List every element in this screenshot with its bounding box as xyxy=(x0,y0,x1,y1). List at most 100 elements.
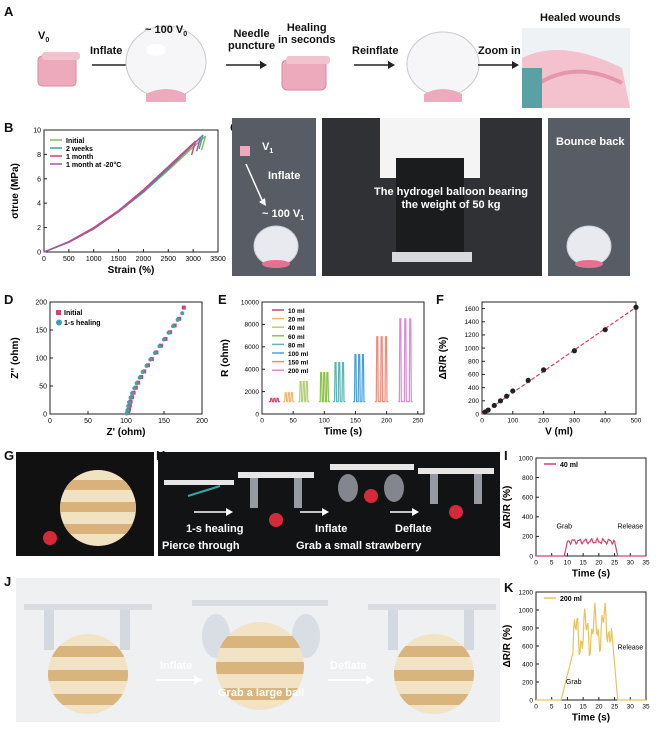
x-tick-label: 25 xyxy=(611,704,619,711)
legend-entry: 40 ml xyxy=(560,462,578,469)
y-tick-label: 2 xyxy=(37,225,41,232)
x-tick-label: 300 xyxy=(569,418,580,425)
x-tick-label: 35 xyxy=(642,704,650,711)
data-point xyxy=(166,330,171,335)
data-point xyxy=(130,391,135,396)
panel-label-j: J xyxy=(4,574,12,589)
y-tick-label: 0 xyxy=(475,411,479,418)
caption-1s-healing: 1-s healing xyxy=(186,523,244,535)
chart-b-stress-strain: 0 500 1000 1500 2000 2500 3000 3500 0 2 4 6 8 10 Strai… xyxy=(10,128,226,277)
legend-entry: 200 ml xyxy=(288,368,308,375)
x-tick-label: 10 xyxy=(564,560,572,567)
panel-label-d: D xyxy=(4,292,14,307)
caption-healed: Healed wounds xyxy=(540,12,621,24)
y-tick-label: 800 xyxy=(522,475,533,482)
legend-entry: 20 ml xyxy=(288,317,305,324)
y-tick-label: 10 xyxy=(33,128,41,135)
arrow-icon xyxy=(226,61,267,69)
panel-label-e: E xyxy=(218,292,227,307)
caption-100v0: ~ 100 V0 xyxy=(145,24,188,39)
fracture-line xyxy=(200,135,207,151)
caption-healing: Healing in seconds xyxy=(278,22,336,46)
data-point xyxy=(137,375,142,380)
y-tick-label: 6 xyxy=(37,176,41,183)
chart-i-grab-strawberry: 0 5 10 15 20 25 30 35 0 200 400 600 800 1000 Time (s) Δ… xyxy=(502,455,650,580)
y-tick-label: 6000 xyxy=(245,344,260,351)
y-tick-label: 400 xyxy=(468,385,479,392)
chart-e-resistance-time: 0 50 100 150 200 250 0 2000 4000 6000 8000 10000 Tim… xyxy=(220,299,425,438)
ball-icon xyxy=(16,452,154,556)
arrow-icon xyxy=(478,61,519,69)
data-point xyxy=(162,337,166,342)
x-tick-label: 200 xyxy=(538,418,549,425)
plot-frame xyxy=(261,301,425,415)
y-tick-label: 600 xyxy=(468,372,479,379)
annotation-grab: Grab xyxy=(566,679,582,686)
x-axis-label: Time (s) xyxy=(324,427,362,438)
photo-c3-bounce-back xyxy=(548,118,630,276)
data-point xyxy=(510,388,516,394)
data-point xyxy=(497,398,504,404)
y-tick-label: 600 xyxy=(522,643,533,650)
data-point xyxy=(124,411,129,416)
x-tick-label: 50 xyxy=(290,418,298,425)
series-line xyxy=(43,136,202,253)
x-tick-label: 150 xyxy=(158,418,170,425)
y-tick-label: 0 xyxy=(43,412,47,419)
x-axis-label: Strain (%) xyxy=(108,265,155,276)
x-tick-label: 150 xyxy=(350,418,361,425)
x-tick-label: 35 xyxy=(642,560,650,567)
legend-entry: Initial xyxy=(64,310,82,317)
legend-entry: 200 ml xyxy=(560,596,582,603)
balloon-icon xyxy=(548,118,630,276)
x-tick-label: 100 xyxy=(120,418,132,425)
photo-c2-weight-bearing xyxy=(322,118,542,276)
x-tick-label: 20 xyxy=(595,560,603,567)
x-tick-label: 0 xyxy=(534,560,538,567)
caption-v0: V0 xyxy=(38,30,50,45)
y-tick-label: 1000 xyxy=(465,345,480,352)
photo-g-ball-strawberry xyxy=(16,452,154,556)
arrow-icon xyxy=(354,61,395,69)
fracture-line xyxy=(195,137,202,152)
caption-reinflate: Reinflate xyxy=(352,45,399,57)
y-tick-label: 50 xyxy=(39,384,47,391)
photo-a5-healed-wounds xyxy=(522,28,630,108)
photo-a2-inflated-balloon xyxy=(116,22,216,106)
x-tick-label: 0 xyxy=(42,256,46,263)
legend-entry: 10 ml xyxy=(288,308,305,315)
x-tick-label: 3000 xyxy=(185,256,201,263)
data-point xyxy=(491,402,497,409)
x-tick-label: 1500 xyxy=(111,256,127,263)
annotation-release: Release xyxy=(617,524,643,531)
series-line xyxy=(374,336,389,403)
data-point xyxy=(126,404,131,409)
x-tick-label: 20 xyxy=(595,704,603,711)
x-tick-label: 100 xyxy=(507,418,518,425)
y-axis-label: Z'' (ohm) xyxy=(10,337,21,378)
x-axis-label: V (ml) xyxy=(545,427,573,438)
plot-frame xyxy=(43,129,219,253)
caption-deflate-h: Deflate xyxy=(395,523,432,535)
y-tick-label: 2000 xyxy=(245,389,260,396)
panel-label-k: K xyxy=(504,580,514,595)
legend-entry: 2 weeks xyxy=(66,146,93,153)
x-tick-label: 500 xyxy=(631,418,642,425)
legend-entry: 1 month at -20°C xyxy=(66,161,121,169)
x-tick-label: 0 xyxy=(534,704,538,711)
series-line xyxy=(352,354,366,403)
x-tick-label: 100 xyxy=(319,418,330,425)
x-tick-label: 10 xyxy=(564,704,572,711)
y-tick-label: 400 xyxy=(522,661,533,668)
x-tick-label: 250 xyxy=(412,418,423,425)
y-tick-label: 0 xyxy=(529,697,533,704)
caption-inflate-h: Inflate xyxy=(315,523,348,535)
y-tick-label: 4000 xyxy=(245,366,260,373)
x-tick-label: 2500 xyxy=(160,256,176,263)
person-on-balloon-icon xyxy=(322,118,542,276)
caption-100v1: ~ 100 V1 xyxy=(262,208,305,223)
data-point xyxy=(144,363,149,368)
x-tick-label: 15 xyxy=(580,560,588,567)
x-axis-label: Time (s) xyxy=(572,569,610,580)
y-axis-label: R (ohm) xyxy=(220,339,231,377)
